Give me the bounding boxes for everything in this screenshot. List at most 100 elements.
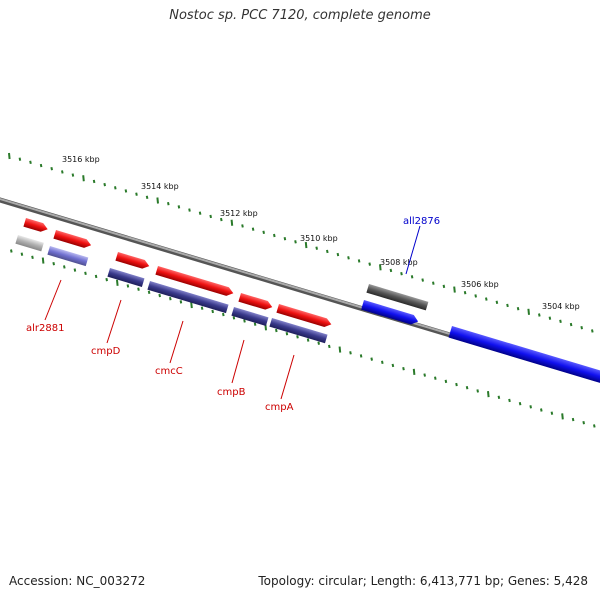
ruler-tick <box>294 240 297 244</box>
gene-blue-long[interactable] <box>448 326 600 384</box>
ruler-tick <box>349 351 352 355</box>
ruler-tick <box>540 408 543 412</box>
ruler-tick <box>135 192 138 196</box>
cmcC-leader <box>169 320 184 364</box>
gene-red-5[interactable] <box>238 293 273 311</box>
ruler-tick <box>230 219 234 226</box>
ruler-tick <box>167 202 170 206</box>
ruler-tick <box>529 405 532 409</box>
ruler-tick <box>126 284 130 288</box>
ruler-tick <box>198 211 202 215</box>
ruler-tick <box>412 368 416 375</box>
ruler-tick <box>63 265 66 269</box>
cmcC-label[interactable]: cmcC <box>155 366 183 377</box>
ruler-tick <box>444 379 448 384</box>
ruler-tick <box>31 255 34 260</box>
ruler-tick <box>209 214 212 219</box>
ruler-tick <box>508 398 511 403</box>
ruler-tick <box>20 252 24 256</box>
ruler-tick <box>347 256 350 260</box>
ruler-tick <box>379 264 382 271</box>
gene-red-4[interactable] <box>155 266 234 298</box>
ruler-label: 3516 kbp <box>62 155 100 164</box>
ruler-tick <box>177 205 181 209</box>
cmpB-leader <box>231 339 245 384</box>
ruler-tick <box>105 277 108 282</box>
ruler-tick <box>283 236 287 241</box>
ruler-tick <box>453 286 456 293</box>
ruler-tick <box>518 401 522 406</box>
ruler-tick <box>423 373 426 377</box>
ruler-tick <box>359 354 363 358</box>
ruler-tick <box>497 395 501 399</box>
ruler-tick <box>137 287 140 291</box>
ruler-tick <box>116 279 119 286</box>
ruler-tick <box>474 294 477 298</box>
gene-labels: alr2881 cmpD cmcC cmpB cmpA all2876 <box>26 216 440 413</box>
ruler-tick <box>188 208 191 212</box>
ruler-tick <box>495 300 499 304</box>
ruler-tick <box>421 278 424 282</box>
gene-red-2[interactable] <box>53 230 92 250</box>
ruler-labels: 3516 kbp 3514 kbp 3512 kbp 3510 kbp 3508 kbp… <box>62 155 580 311</box>
ruler-tick <box>455 382 458 387</box>
ruler-tick <box>538 313 541 317</box>
ruler-tick <box>50 167 53 171</box>
ruler-tick <box>273 233 276 238</box>
ruler-tick <box>52 262 55 266</box>
ruler-tick <box>548 316 552 320</box>
ruler-tick <box>41 257 45 264</box>
ruler-tick <box>442 284 446 289</box>
ruler-tick <box>400 271 403 276</box>
ruler-tick <box>434 376 437 380</box>
cmpB-gene[interactable] <box>231 307 269 326</box>
ruler-tick <box>71 173 75 177</box>
ruler-tick <box>550 411 554 415</box>
ruler-tick <box>251 227 255 231</box>
gene-blue-1[interactable] <box>361 300 419 326</box>
genome-summary-text: Topology: circular; Length: 6,413,771 bp… <box>258 574 588 588</box>
ruler-tick <box>389 268 393 273</box>
ruler-tick <box>262 230 265 235</box>
ruler-tick <box>306 338 310 342</box>
ruler-label: 3510 kbp <box>300 234 338 243</box>
ruler-label: 3506 kbp <box>461 280 499 289</box>
cmcC-gene[interactable] <box>147 281 229 314</box>
ruler-tick <box>370 357 373 361</box>
ruler-tick <box>285 331 289 336</box>
ruler-tick <box>476 389 479 393</box>
gene-lavender-1[interactable] <box>47 246 89 267</box>
gene-features <box>15 218 600 384</box>
ruler-tick <box>39 163 43 168</box>
cmpA-label[interactable]: cmpA <box>265 402 294 413</box>
gene-red-6[interactable] <box>276 304 332 329</box>
ruler-tick <box>92 179 96 184</box>
ruler-tick <box>145 195 149 200</box>
ruler-tick <box>328 344 331 349</box>
ruler-tick <box>338 346 342 353</box>
ruler-tick <box>82 175 85 182</box>
ruler-tick <box>580 326 583 330</box>
ruler-tick <box>200 306 204 310</box>
ruler-tick <box>582 421 585 425</box>
all2876-gene[interactable] <box>366 284 429 311</box>
ruler-tick <box>124 189 128 193</box>
cmpD-gene[interactable] <box>107 268 145 287</box>
cmpB-label[interactable]: cmpB <box>217 387 246 398</box>
alr2881-leader <box>44 279 62 321</box>
gene-red-1[interactable] <box>23 218 49 234</box>
ruler-tick <box>147 290 151 295</box>
cmpD-label[interactable]: cmpD <box>91 346 121 357</box>
ruler-tick <box>296 335 299 339</box>
ruler-tick <box>317 341 320 345</box>
ruler-tick <box>158 293 161 298</box>
ruler-tick <box>103 182 106 187</box>
all2876-label[interactable]: all2876 <box>403 216 440 227</box>
gene-red-3[interactable] <box>115 252 150 270</box>
gene-grey-1[interactable] <box>15 235 44 252</box>
ruler-tick <box>561 413 564 420</box>
ruler-tick <box>569 322 573 327</box>
alr2881-label[interactable]: alr2881 <box>26 323 64 334</box>
cmpA-gene[interactable] <box>269 318 328 344</box>
